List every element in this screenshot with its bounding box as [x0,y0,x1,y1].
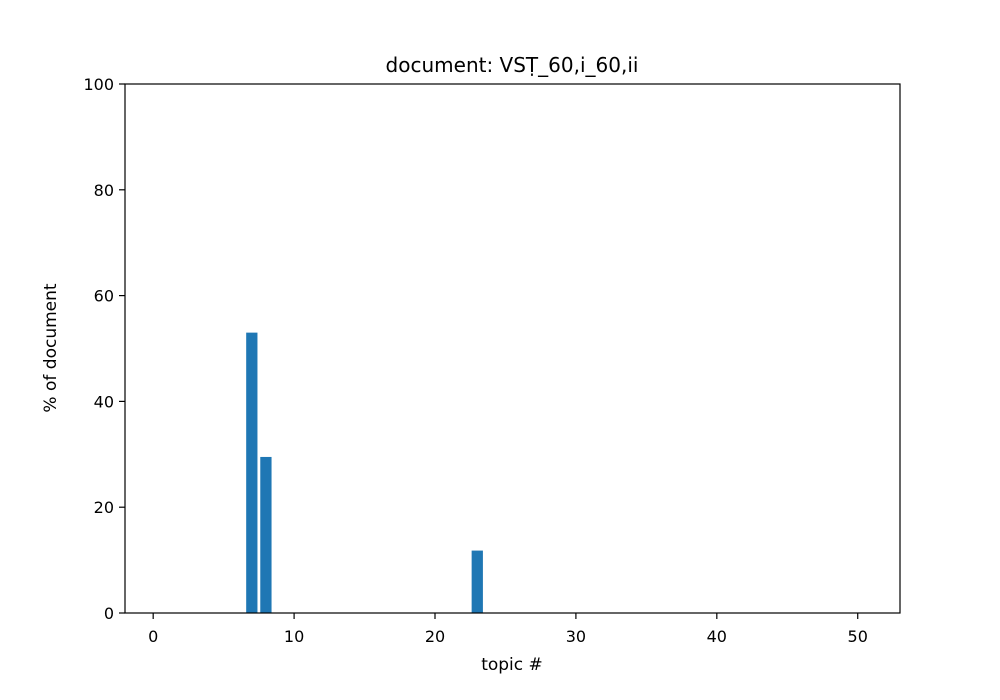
x-tick-label: 0 [148,627,158,646]
x-tick-label: 20 [425,627,445,646]
x-tick-label: 30 [566,627,586,646]
y-tick-label: 20 [94,498,114,517]
y-axis-ticks: 0 20 40 60 80 100 [83,75,125,623]
x-tick-label: 40 [707,627,727,646]
bar-topic-8 [260,456,272,613]
x-tick-label: 50 [848,627,868,646]
x-tick-label: 10 [284,627,304,646]
y-tick-label: 0 [104,604,114,623]
y-tick-label: 40 [94,392,114,411]
y-tick-label: 80 [94,181,114,200]
y-tick-label: 60 [94,287,114,306]
x-axis-ticks: 0 10 20 30 40 50 [148,613,868,646]
y-axis-label: % of document [41,283,61,412]
chart-title: document: VSṬ_60,i_60,ii [386,53,639,77]
x-axis-label: topic # [481,655,543,675]
bar-topic-23 [471,550,483,613]
plot-frame [124,83,901,614]
y-tick-label: 100 [83,75,114,94]
bar-topic-7 [246,332,258,613]
bar-series [246,332,483,613]
